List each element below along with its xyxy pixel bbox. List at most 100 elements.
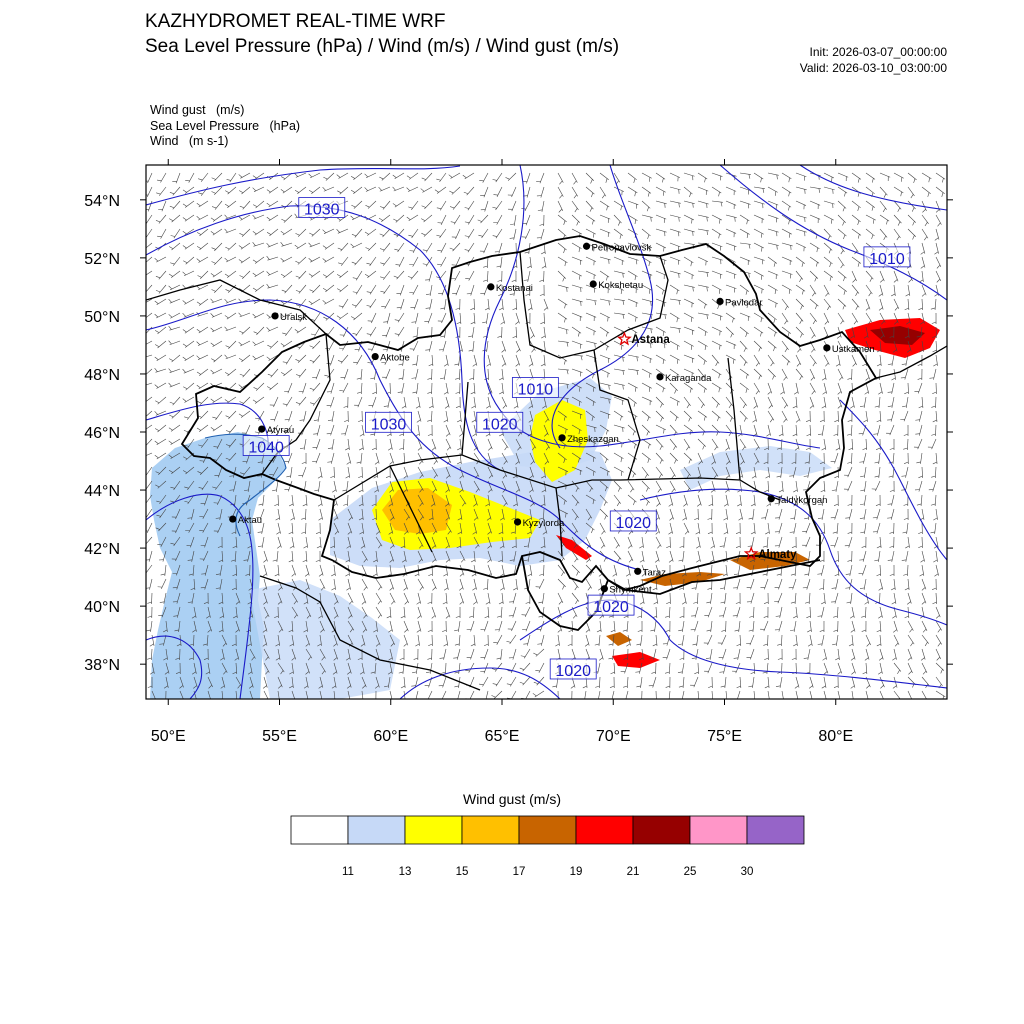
wind-barb xyxy=(533,648,545,657)
wind-barb xyxy=(711,228,722,239)
wind-barb xyxy=(753,326,764,337)
wind-barb xyxy=(557,424,569,434)
wind-barb xyxy=(613,466,624,476)
wind-barb xyxy=(907,690,912,699)
wind-barb xyxy=(375,606,383,619)
wind-barb xyxy=(655,242,666,252)
wind-barb xyxy=(725,690,728,699)
isobar-label-box xyxy=(242,435,290,456)
wind-barb xyxy=(427,410,433,422)
wind-barb xyxy=(876,634,882,647)
wind-barb xyxy=(239,396,251,405)
wind-barb xyxy=(275,648,281,661)
city-label: Astana xyxy=(631,334,670,346)
wind-barb xyxy=(319,578,326,591)
city-label: Taraz xyxy=(643,567,666,578)
wind-barb xyxy=(445,452,452,465)
wind-barb xyxy=(420,186,433,193)
wind-barb xyxy=(767,410,775,423)
wind-barb xyxy=(903,508,909,521)
wind-barb xyxy=(317,634,322,647)
wind-barb xyxy=(921,172,932,183)
wind-barb xyxy=(225,340,237,350)
wind-barb xyxy=(304,564,310,577)
wind-barb xyxy=(154,312,167,319)
wind-barb xyxy=(817,606,825,618)
wind-barb xyxy=(522,172,531,184)
wind-barb xyxy=(879,326,885,339)
wind-barb xyxy=(641,186,652,197)
wind-barb xyxy=(792,396,798,409)
city-dot-icon xyxy=(487,283,495,291)
wind-barb xyxy=(199,508,209,519)
wind-barb xyxy=(918,298,923,311)
wind-barb xyxy=(697,172,708,183)
wind-barb xyxy=(683,214,694,224)
wind-barb xyxy=(196,200,209,208)
wind-barb xyxy=(431,578,437,591)
wind-barb xyxy=(196,284,209,291)
wind-barb xyxy=(803,466,811,478)
wind-barb xyxy=(585,578,592,591)
wind-barb xyxy=(865,312,873,325)
wind-barb xyxy=(367,312,377,324)
wind-barb xyxy=(360,536,366,549)
wind-barb xyxy=(767,200,779,209)
wind-barb xyxy=(427,620,433,633)
wind-barb xyxy=(737,690,741,699)
wind-barb xyxy=(879,228,888,240)
city-label: Aktobe xyxy=(380,353,410,364)
wind-barb xyxy=(266,283,279,289)
wind-barb xyxy=(557,354,568,365)
wind-barb xyxy=(889,438,895,451)
wind-barb xyxy=(295,368,307,378)
wind-barb xyxy=(340,368,349,380)
wind-barb xyxy=(535,662,545,673)
wind-barb xyxy=(767,368,776,380)
wind-barb xyxy=(459,564,465,577)
wind-barb xyxy=(523,550,531,562)
wind-barb xyxy=(396,298,405,310)
wind-barb xyxy=(893,690,901,699)
wind-barb xyxy=(174,620,181,632)
wind-barb xyxy=(224,312,237,320)
colorbar-swatch xyxy=(575,815,634,845)
wind-barb xyxy=(494,242,503,254)
isobar-label: 1020 xyxy=(593,599,629,616)
wind-barb xyxy=(725,340,737,350)
wind-barb xyxy=(571,172,578,185)
wind-barb xyxy=(396,284,405,296)
wind-barb xyxy=(893,172,904,182)
wind-barb xyxy=(501,452,508,465)
wind-barb xyxy=(452,284,461,296)
wind-barb xyxy=(805,410,811,423)
wind-barb xyxy=(696,536,701,549)
wind-barb xyxy=(366,284,377,295)
wind-barb xyxy=(301,508,307,520)
wind-barb xyxy=(753,452,760,465)
wind-barb xyxy=(308,186,321,195)
wind-barb xyxy=(356,452,363,464)
wind-barb xyxy=(375,690,377,699)
wind-barb xyxy=(613,312,625,319)
wind-barb xyxy=(919,340,924,353)
wind-barb xyxy=(215,508,223,520)
wind-barb xyxy=(455,368,461,380)
wind-barb xyxy=(613,340,624,350)
wind-barb xyxy=(426,662,433,674)
wind-barb xyxy=(651,662,657,675)
wind-barb xyxy=(725,298,737,308)
wind-barb xyxy=(641,228,651,240)
wind-barb xyxy=(184,494,195,505)
wind-barb xyxy=(291,592,298,605)
wind-barb xyxy=(694,508,699,521)
wind-barb xyxy=(865,200,875,211)
wind-barb xyxy=(459,494,467,507)
wind-barb xyxy=(294,186,307,194)
wind-barb xyxy=(683,326,695,335)
wind-barb xyxy=(862,438,868,451)
wind-barb xyxy=(775,676,783,688)
wind-barb xyxy=(931,466,937,478)
wind-barb xyxy=(459,550,466,563)
wind-barb xyxy=(529,494,535,507)
